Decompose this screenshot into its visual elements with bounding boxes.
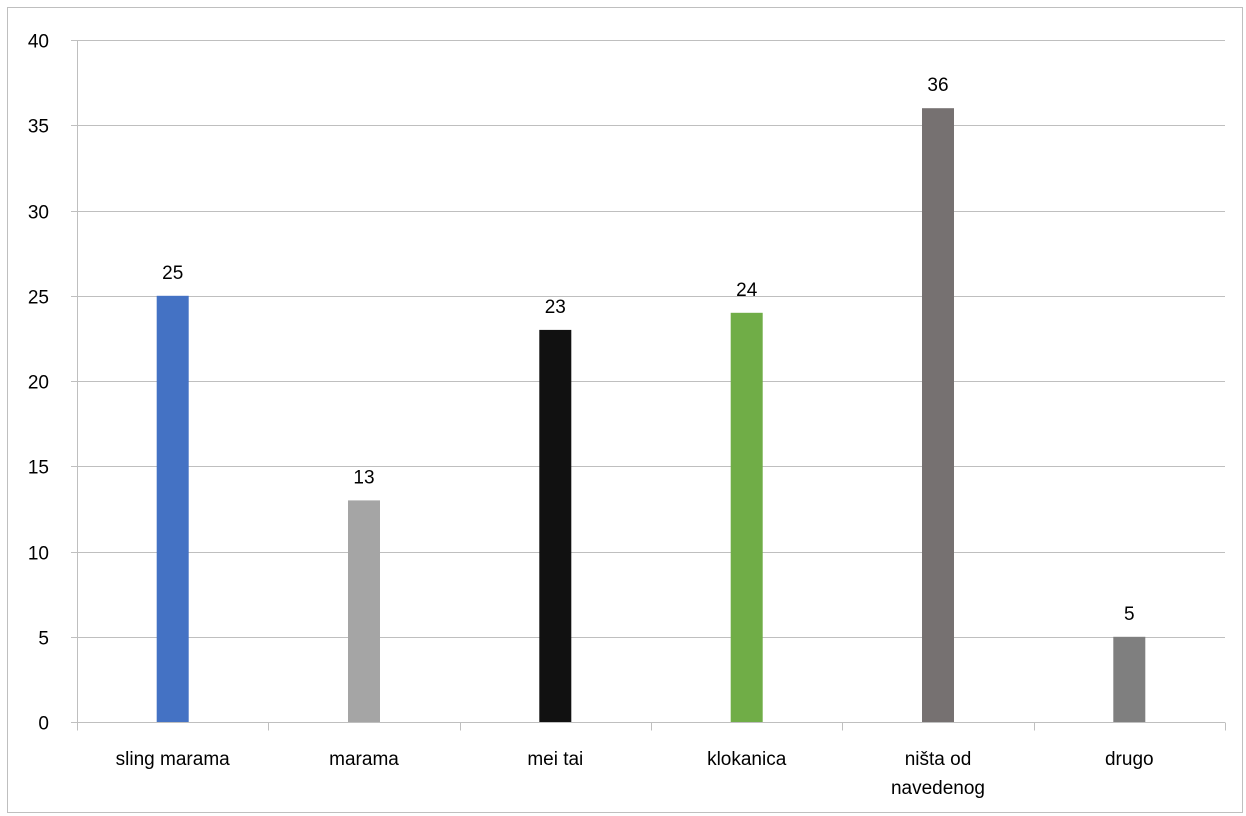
x-category-label: mei tai	[527, 749, 583, 770]
x-category-label: drugo	[1105, 749, 1154, 770]
axis-layer	[71, 40, 1226, 731]
bar	[539, 329, 572, 722]
bar	[1113, 636, 1146, 723]
bar	[922, 108, 954, 722]
grid-layer	[77, 40, 1225, 638]
bar-layer	[156, 108, 1146, 723]
data-label: 25	[162, 263, 183, 284]
y-tick-label: 15	[28, 458, 49, 479]
x-category-label: klokanica	[707, 749, 787, 770]
y-tick-label: 20	[28, 373, 49, 394]
y-tick-label: 40	[28, 32, 49, 53]
data-label: 23	[545, 297, 566, 318]
x-category-label: navedenog	[891, 778, 985, 799]
y-tick-label: 35	[28, 117, 49, 138]
data-label: 24	[736, 280, 758, 301]
y-tick-label: 10	[28, 544, 49, 565]
data-label: 36	[927, 75, 948, 96]
label-layer: 0 5 10 15 20 25 30 35 40 25 sling marama 13 marama 23…	[28, 32, 1154, 800]
data-label: 5	[1124, 604, 1135, 625]
x-category-label: ništa od	[905, 749, 972, 770]
bar	[156, 295, 189, 723]
data-label: 13	[353, 467, 374, 488]
chart-frame	[7, 7, 1243, 813]
x-category-label: sling marama	[116, 749, 230, 770]
y-tick-label: 0	[38, 714, 49, 735]
bar	[730, 312, 763, 722]
y-tick-label: 5	[38, 629, 49, 650]
bar	[348, 500, 380, 722]
y-tick-label: 30	[28, 203, 49, 224]
x-category-label: marama	[329, 749, 399, 770]
y-tick-label: 25	[28, 288, 49, 309]
